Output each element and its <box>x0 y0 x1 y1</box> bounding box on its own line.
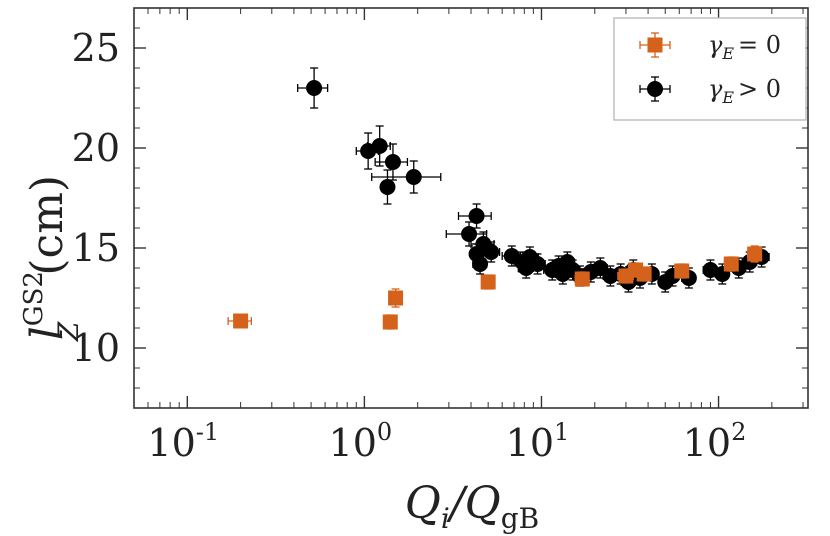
x-tick-exponent: -1 <box>196 418 219 446</box>
square-marker <box>747 246 763 262</box>
x-tick-base: 10 <box>506 421 554 465</box>
legend-symbol: γ <box>708 31 723 59</box>
y-title-sub: Z <box>52 321 85 342</box>
legend-entry: γE = 0 <box>639 31 781 63</box>
x-tick-base: 10 <box>683 421 731 465</box>
circle-marker <box>483 244 500 260</box>
legend: γE = 0γE > 0 <box>613 17 807 121</box>
square-marker <box>723 256 739 272</box>
y-title-unit: (cm) <box>22 175 73 276</box>
x-tick-label: 101 <box>506 418 570 465</box>
x-tick-label: 10-1 <box>147 418 219 465</box>
x-tick-label: 100 <box>329 418 393 465</box>
y-axis-title: lGS2Z (cm) <box>19 175 85 342</box>
svg-text:Qi/QgB: Qi/QgB <box>405 478 539 535</box>
legend-subscript: E <box>721 44 734 63</box>
data-point <box>636 266 652 282</box>
data-point <box>528 253 546 275</box>
data-point <box>382 314 398 330</box>
data-point <box>747 245 763 263</box>
legend-relation: = 0 <box>738 31 781 59</box>
legend-box <box>613 17 807 121</box>
y-tick-label: 20 <box>72 126 120 170</box>
legend-label: γE > 0 <box>708 75 781 107</box>
square-marker <box>574 271 590 287</box>
data-point <box>574 271 590 287</box>
data-point <box>674 263 690 279</box>
circle-marker <box>529 256 546 272</box>
data-point <box>457 203 492 229</box>
legend-relation: > 0 <box>738 75 781 103</box>
circle-marker <box>371 138 388 154</box>
x-title-slash: /Q <box>446 478 501 529</box>
y-title-sup: GS2 <box>19 271 49 326</box>
x-title-sub1: i <box>441 502 450 535</box>
x-tick-label: 102 <box>683 418 747 465</box>
data-point <box>297 67 329 109</box>
data-point <box>366 125 391 167</box>
circle-marker <box>461 226 478 242</box>
data-point <box>723 256 739 272</box>
legend-entry: γE > 0 <box>639 75 781 107</box>
x-tick-exponent: 0 <box>377 418 392 446</box>
square-marker <box>674 263 690 279</box>
circle-marker <box>472 256 489 272</box>
square-marker <box>382 314 398 330</box>
data-point <box>480 274 496 290</box>
square-marker <box>636 266 652 282</box>
legend-square-marker <box>647 37 663 53</box>
square-marker <box>480 274 496 290</box>
y-tick-labels: 10 15 20 25 <box>72 26 120 370</box>
x-tick-labels: 10-1 100 101 102 <box>147 418 746 465</box>
circle-marker <box>405 169 422 185</box>
legend-symbol: γ <box>708 75 723 103</box>
legend-items: γE = 0γE > 0 <box>639 31 781 107</box>
x-title-main: Q <box>405 478 441 529</box>
y-tick-label: 15 <box>72 226 120 270</box>
data-point <box>227 313 253 329</box>
circle-marker <box>379 179 396 195</box>
data-point <box>371 160 442 194</box>
x-title-sub2: gB <box>501 502 540 535</box>
y-tick-label: 10 <box>72 326 120 370</box>
data-points <box>227 67 770 330</box>
data-point <box>379 169 396 205</box>
legend-circle-marker <box>647 81 663 97</box>
data-point <box>388 288 404 308</box>
square-marker <box>388 290 404 306</box>
circle-marker <box>468 208 485 224</box>
x-tick-exponent: 1 <box>554 418 569 446</box>
x-tick-exponent: 2 <box>731 418 746 446</box>
circle-marker <box>384 154 401 170</box>
y-tick-label: 25 <box>72 26 120 70</box>
square-marker <box>233 313 249 329</box>
x-axis-title: Qi/QgB <box>405 478 539 535</box>
y-title-main: l <box>22 326 73 340</box>
circle-marker <box>306 80 323 96</box>
data-point <box>472 253 489 275</box>
legend-subscript: E <box>721 88 734 107</box>
legend-label: γE = 0 <box>708 31 781 63</box>
x-tick-base: 10 <box>147 421 195 465</box>
data-point <box>445 221 488 247</box>
x-tick-base: 10 <box>329 421 377 465</box>
svg-text:lGS2Z(cm): lGS2Z (cm) <box>19 175 85 342</box>
